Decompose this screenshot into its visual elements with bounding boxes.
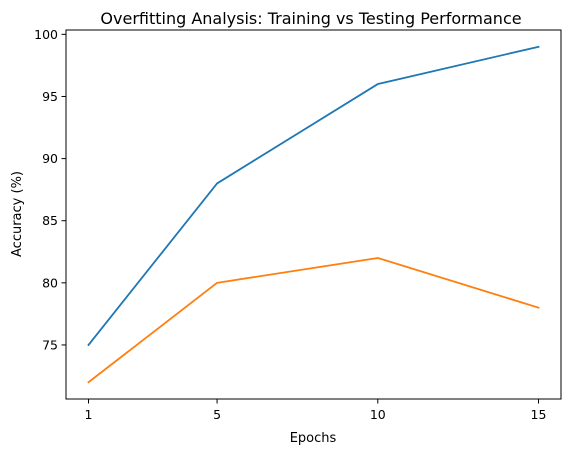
y-tick-label: 90	[42, 151, 58, 166]
y-axis-label: Accuracy (%)	[10, 171, 25, 257]
plot-frame	[65, 29, 562, 400]
x-tick-label: 10	[370, 407, 386, 422]
y-tick-label: 95	[42, 89, 58, 104]
y-tick-label: 100	[34, 27, 58, 42]
x-axis: 1 5 10 15	[85, 399, 547, 422]
x-tick-label: 15	[531, 407, 547, 422]
y-tick-label: 75	[42, 337, 58, 352]
y-tick-label: 85	[42, 213, 58, 228]
plot-area	[87, 45, 540, 384]
series-line-2	[87, 257, 540, 384]
series-line-1	[87, 45, 540, 347]
y-tick-label: 80	[42, 275, 58, 290]
chart-title: Overfitting Analysis: Training vs Testin…	[100, 9, 521, 28]
x-axis-label: Epochs	[290, 431, 337, 446]
x-tick-label: 1	[85, 407, 93, 422]
y-axis: 75 80 85 90 95 100	[34, 27, 66, 352]
x-tick-label: 5	[213, 407, 221, 422]
